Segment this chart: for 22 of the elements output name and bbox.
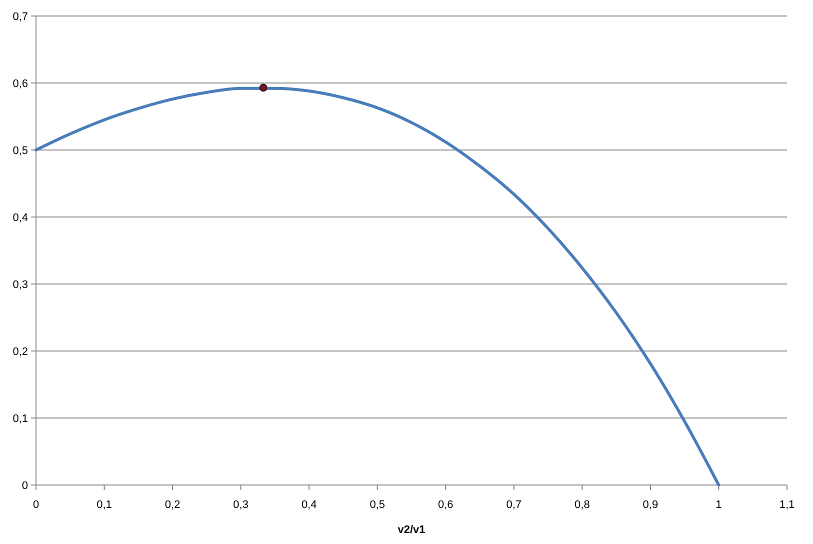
x-tick-label: 0,3	[233, 499, 248, 511]
x-tick-label: 0,7	[506, 499, 522, 511]
y-tick-label: 0,7	[12, 11, 28, 23]
x-tick-label: 0,5	[370, 499, 386, 511]
y-tick-label: 0,6	[12, 78, 28, 90]
x-tick-label: 0,4	[301, 499, 317, 511]
y-tick-label: 0,2	[12, 346, 28, 358]
x-tick-label: 0,8	[574, 499, 590, 511]
y-tick-label: 0,1	[12, 413, 28, 425]
x-tick-label: 1,1	[779, 499, 795, 511]
x-tick-label: 0,2	[164, 499, 180, 511]
x-axis-title: v2/v1	[398, 524, 426, 536]
x-tick-label: 0	[32, 499, 40, 511]
y-tick-label: 0,5	[12, 145, 28, 157]
x-tick-label: 0,6	[438, 499, 454, 511]
y-tick-label: 0	[22, 480, 28, 492]
x-tick-label: 0,1	[96, 499, 112, 511]
x-tick-label: 1	[716, 499, 722, 511]
y-tick-label: 0,3	[12, 279, 28, 291]
y-tick-label: 0,4	[12, 212, 28, 224]
x-tick-label: 0,9	[642, 499, 658, 511]
line-series	[34, 86, 720, 486]
